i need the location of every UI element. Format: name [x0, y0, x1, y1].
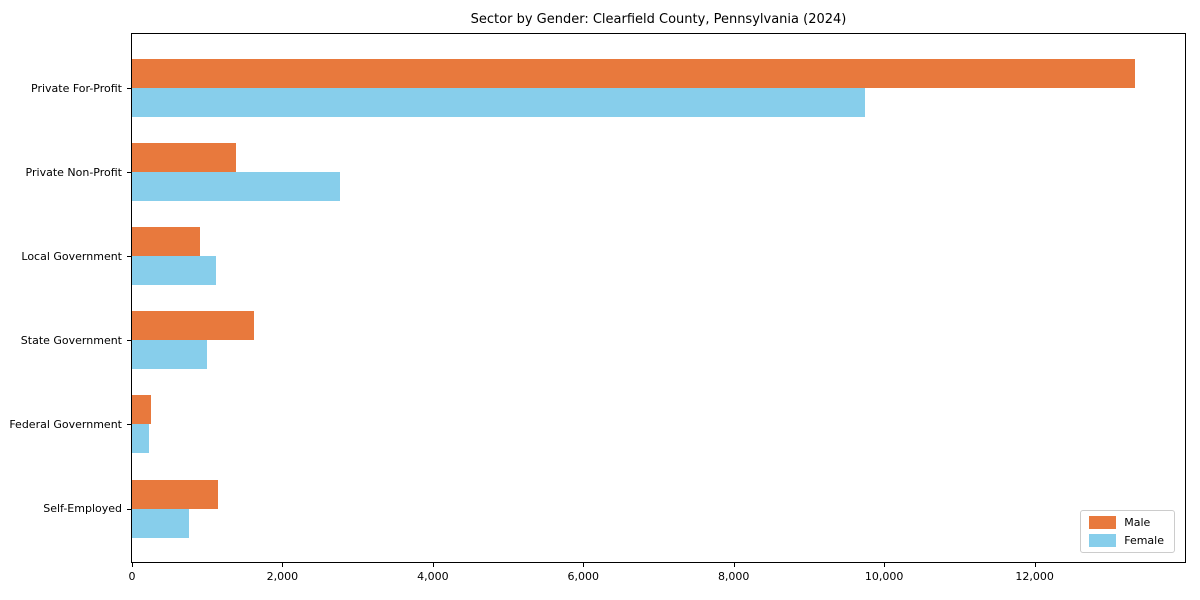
y-tick-label-private-for-profit: Private For-Profit — [31, 81, 122, 95]
legend-item-female: Female — [1089, 534, 1164, 547]
x-tick-mark — [884, 563, 886, 567]
y-tick-label-self-employed: Self-Employed — [43, 502, 122, 515]
x-tick-label-8-000: 8,000 — [717, 570, 750, 583]
x-tick-label-10-000: 10,000 — [864, 570, 904, 583]
x-tick-mark — [583, 563, 585, 567]
chart-title: Sector by Gender: Clearfield County, Pen… — [470, 12, 847, 27]
x-tick-label-12-000: 12,000 — [1015, 570, 1054, 583]
x-tick-label-6-000: 6,000 — [567, 570, 600, 583]
y-tick-label-federal-government: Federal Government — [9, 417, 122, 431]
y-tick-mark — [127, 172, 131, 174]
x-tick-label-4-000: 4,000 — [417, 570, 449, 583]
legend-swatch-female — [1089, 534, 1117, 547]
x-tick-mark — [132, 563, 133, 567]
plot-area: Male Female — [131, 33, 1186, 563]
y-tick-mark — [127, 256, 131, 258]
x-tick-mark — [282, 563, 284, 567]
bar-male-state-government — [132, 311, 254, 341]
x-tick-mark — [432, 563, 434, 567]
legend-label-female: Female — [1124, 534, 1164, 547]
x-tick-label-2-000: 2,000 — [266, 570, 299, 583]
legend-swatch-male — [1089, 516, 1117, 529]
legend-label-male: Male — [1124, 516, 1151, 529]
bar-female-local-government — [132, 256, 216, 286]
x-tick-mark — [733, 563, 735, 567]
bar-male-private-non-profit — [132, 143, 236, 173]
bar-male-self-employed — [132, 479, 218, 509]
x-tick-label-0: 0 — [128, 570, 136, 583]
y-tick-mark — [127, 88, 131, 89]
y-tick-mark — [127, 508, 131, 510]
y-tick-label-private-non-profit: Private Non-Profit — [25, 165, 122, 179]
bar-female-self-employed — [132, 508, 189, 538]
bar-female-private-for-profit — [132, 88, 866, 117]
y-tick-label-local-government: Local Government — [21, 249, 122, 263]
bar-male-private-for-profit — [132, 59, 1135, 88]
x-tick-mark — [1034, 563, 1036, 567]
legend-item-male: Male — [1089, 516, 1164, 529]
bar-male-federal-government — [132, 395, 151, 425]
bar-female-federal-government — [132, 424, 149, 454]
bar-female-state-government — [132, 340, 208, 370]
y-tick-label-state-government: State Government — [20, 333, 122, 347]
legend: Male Female — [1080, 510, 1175, 553]
bar-female-private-non-profit — [132, 172, 340, 202]
bar-male-local-government — [132, 227, 200, 257]
y-tick-mark — [127, 340, 131, 342]
y-tick-mark — [127, 424, 131, 426]
